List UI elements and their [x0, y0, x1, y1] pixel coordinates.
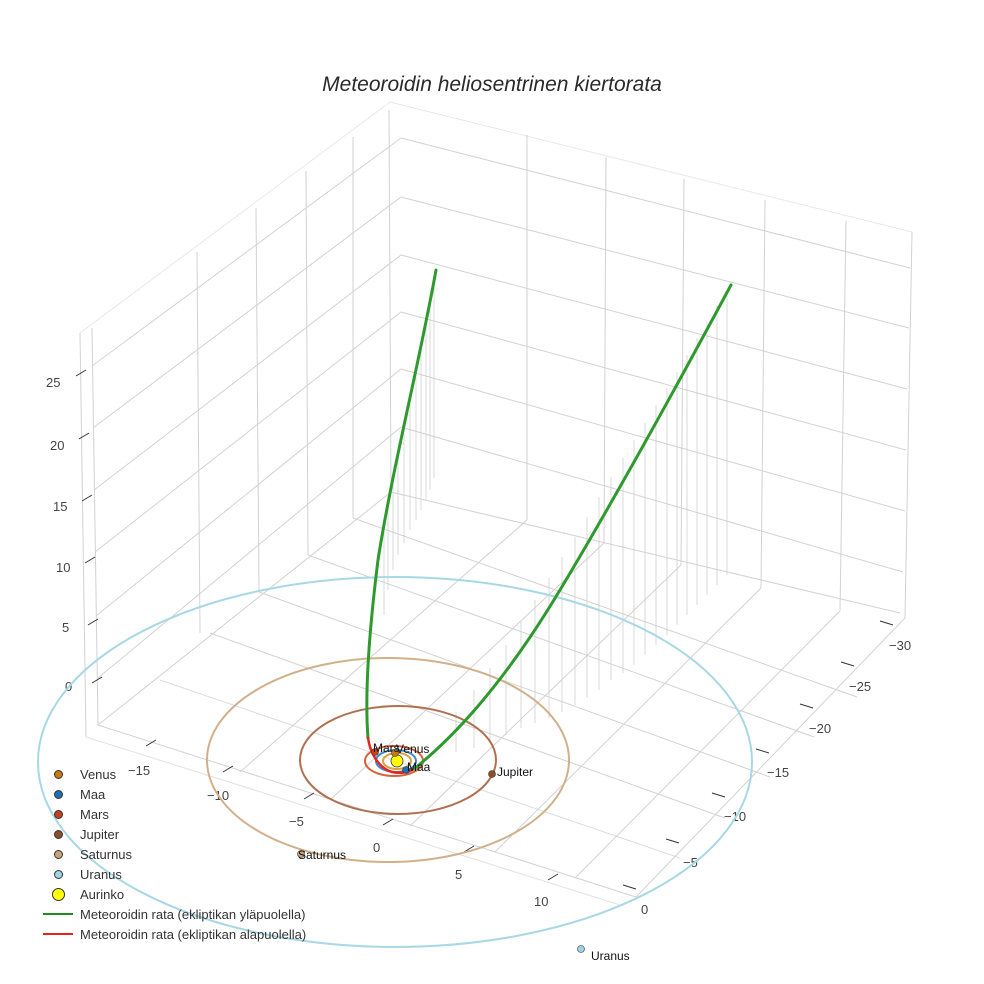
y-axis-ticks: −30 −25 −20 −15 −10 −5 0	[641, 638, 911, 917]
marker-jupiter	[488, 770, 496, 778]
green-line-icon	[43, 913, 73, 915]
legend-label: Saturnus	[80, 846, 133, 862]
svg-text:−5: −5	[289, 814, 304, 829]
svg-text:5: 5	[62, 620, 69, 635]
legend: Venus Maa Mars Jupiter Saturnus Uranus A…	[36, 764, 306, 944]
marker-aurinko	[390, 754, 404, 768]
marker-venus	[391, 749, 399, 757]
svg-text:10: 10	[534, 894, 548, 909]
legend-item-uranus[interactable]: Uranus	[36, 864, 306, 884]
svg-text:Maa: Maa	[407, 760, 431, 774]
maa-marker-icon	[53, 789, 63, 799]
marker-saturnus	[297, 850, 305, 858]
legend-item-saturnus[interactable]: Saturnus	[36, 844, 306, 864]
svg-text:−15: −15	[767, 765, 789, 780]
sun-marker-icon	[51, 887, 65, 901]
svg-text:0: 0	[641, 902, 648, 917]
legend-label: Meteoroidin rata (ekliptikan alapuolella…	[80, 926, 307, 942]
svg-text:−20: −20	[809, 721, 831, 736]
legend-item-aurinko[interactable]: Aurinko	[36, 884, 306, 904]
venus-marker-icon	[53, 769, 63, 779]
svg-text:Jupiter: Jupiter	[497, 765, 533, 779]
legend-label: Meteoroidin rata (ekliptikan yläpuolella…	[80, 906, 306, 922]
chart-title: Meteoroidin heliosentrinen kiertorata	[322, 73, 662, 96]
svg-text:20: 20	[50, 438, 64, 453]
orbit-saturnus	[206, 657, 570, 863]
saturnus-marker-icon	[53, 849, 63, 859]
marker-uranus	[577, 945, 585, 953]
legend-item-mars[interactable]: Mars	[36, 804, 306, 824]
legend-item-venus[interactable]: Venus	[36, 764, 306, 784]
grid-lines	[79, 101, 913, 906]
red-line-icon	[43, 933, 73, 935]
svg-text:5: 5	[455, 867, 462, 882]
legend-item-maa[interactable]: Maa	[36, 784, 306, 804]
jupiter-marker-icon	[53, 829, 63, 839]
svg-text:−15: −15	[128, 763, 150, 778]
svg-text:Venus: Venus	[396, 742, 429, 756]
orbit-jupiter	[299, 705, 497, 815]
trajectory-drop-lines	[383, 275, 728, 752]
z-axis-ticks: 25 20 15 10 5 0	[46, 375, 72, 694]
svg-text:15: 15	[53, 499, 67, 514]
trajectory-above-left	[365, 268, 438, 740]
svg-text:−5: −5	[683, 855, 698, 870]
orbit-uranus	[37, 576, 753, 948]
svg-text:10: 10	[56, 560, 70, 575]
legend-label: Mars	[80, 806, 109, 822]
uranus-marker-icon	[53, 869, 63, 879]
legend-label: Jupiter	[80, 826, 120, 842]
trajectory-above-right	[412, 283, 733, 771]
mars-marker-icon	[53, 809, 63, 819]
svg-text:Uranus: Uranus	[591, 949, 630, 963]
legend-item-trajectory-above[interactable]: Meteoroidin rata (ekliptikan yläpuolella…	[36, 904, 306, 924]
svg-text:Saturnus: Saturnus	[298, 848, 346, 862]
marker-mars	[371, 748, 379, 756]
svg-text:Mars: Mars	[373, 741, 400, 755]
legend-label: Venus	[80, 766, 117, 782]
legend-item-jupiter[interactable]: Jupiter	[36, 824, 306, 844]
svg-text:−25: −25	[849, 679, 871, 694]
x-axis-ticks: −15 −10 −5 0 5 10	[128, 763, 548, 909]
planet-labels: Mars Venus Maa Jupiter Saturnus Uranus	[298, 741, 630, 963]
svg-text:−30: −30	[889, 638, 911, 653]
marker-maa	[402, 766, 410, 774]
axis-tick-marks	[75, 369, 894, 890]
svg-text:25: 25	[46, 375, 60, 390]
legend-item-trajectory-below[interactable]: Meteoroidin rata (ekliptikan alapuolella…	[36, 924, 306, 944]
legend-label: Uranus	[80, 866, 122, 882]
legend-label: Aurinko	[80, 886, 125, 902]
planet-markers[interactable]	[297, 748, 585, 953]
legend-label: Maa	[80, 786, 106, 802]
svg-text:0: 0	[373, 840, 380, 855]
